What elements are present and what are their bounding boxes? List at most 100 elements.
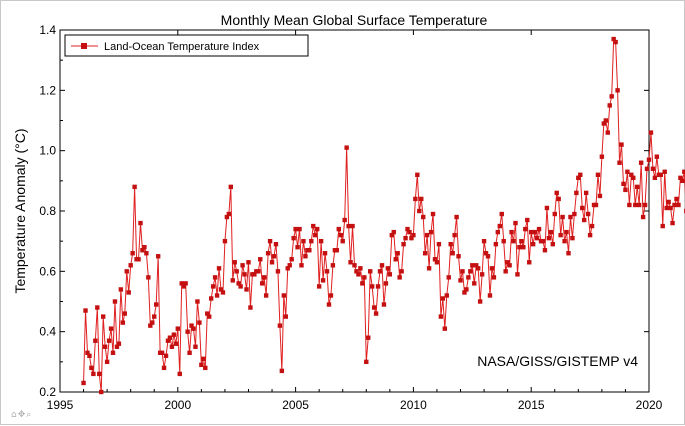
data-point [552,211,557,217]
data-point [477,299,483,304]
legend: Land-Ocean Temperature Index [64,34,309,57]
data-point [132,184,137,190]
data-point [411,232,416,238]
data-point [334,248,340,253]
data-point [499,211,504,217]
data-point [218,287,224,292]
data-point [495,229,501,235]
chart-toolbar-icons[interactable]: ⌂✥⌕ [11,410,33,420]
data-point [248,305,253,310]
data-point [574,190,579,196]
data-point [493,241,499,247]
data-point [491,275,497,280]
data-point [505,260,510,265]
data-point [572,211,577,217]
data-point [136,257,141,262]
data-point [407,229,412,235]
data-point [263,293,269,298]
data-point [546,235,552,241]
data-point [291,235,296,241]
data-point [668,205,673,211]
data-point [93,338,98,343]
data-point [356,272,361,277]
data-point [299,263,304,268]
data-point [102,344,108,349]
data-point [413,196,418,202]
data-point [324,269,330,274]
data-point [106,338,112,343]
data-point [307,248,312,253]
data-point [97,371,102,377]
data-point [261,275,267,280]
y-tick-label: 1.0 [39,144,56,158]
data-point [152,314,157,319]
x-tick-label: 2015 [518,398,545,412]
data-point [479,272,485,277]
data-point [578,172,583,177]
data-point [576,175,581,181]
data-point [456,254,461,259]
x-tick-label: 2020 [636,398,663,412]
data-point [529,229,534,235]
data-point [344,145,349,150]
x-tick-label: 2010 [400,398,427,412]
data-point [519,238,524,244]
data-point [507,263,512,268]
data-point [212,275,218,280]
data-point [171,332,177,337]
data-point [564,229,569,235]
data-point [256,269,261,274]
data-point [379,263,385,268]
data-point [521,245,526,250]
data-point [322,251,328,256]
data-point [636,202,642,208]
data-point [670,220,675,226]
data-point [193,344,198,349]
data-point [403,235,408,241]
data-point [185,329,190,334]
data-point [228,184,234,190]
data-point [597,193,603,199]
data-point [599,154,605,159]
data-point [540,238,546,244]
data-point [393,257,398,262]
data-point [281,293,287,298]
data-point [273,241,279,247]
data-point [368,269,373,274]
data-point [175,326,180,331]
data-point [387,272,393,277]
data-point [554,190,559,196]
data-point [466,275,471,280]
data-point [635,184,640,190]
data-point [293,226,298,232]
data-point [462,290,467,295]
data-point [440,296,446,301]
data-point [417,208,422,214]
data-point [650,166,656,171]
data-point [271,254,277,259]
data-point [360,281,365,286]
data-point [666,199,671,205]
data-point [444,293,449,298]
data-point [140,248,145,253]
data-point [375,284,381,289]
data-point [607,103,612,108]
data-point [214,293,220,298]
data-point [483,251,489,256]
data-point [122,311,127,316]
data-point [568,214,573,220]
data-point [295,245,300,250]
data-point [216,266,222,271]
data-point [421,214,426,220]
data-point [183,281,188,286]
data-point [315,226,320,232]
data-point [116,341,122,346]
data-point [338,232,343,238]
data-point [195,299,200,304]
data-point [450,251,455,256]
data-point [660,223,665,229]
data-point [265,251,271,256]
plot-area-border [59,29,650,393]
data-point [464,287,469,292]
